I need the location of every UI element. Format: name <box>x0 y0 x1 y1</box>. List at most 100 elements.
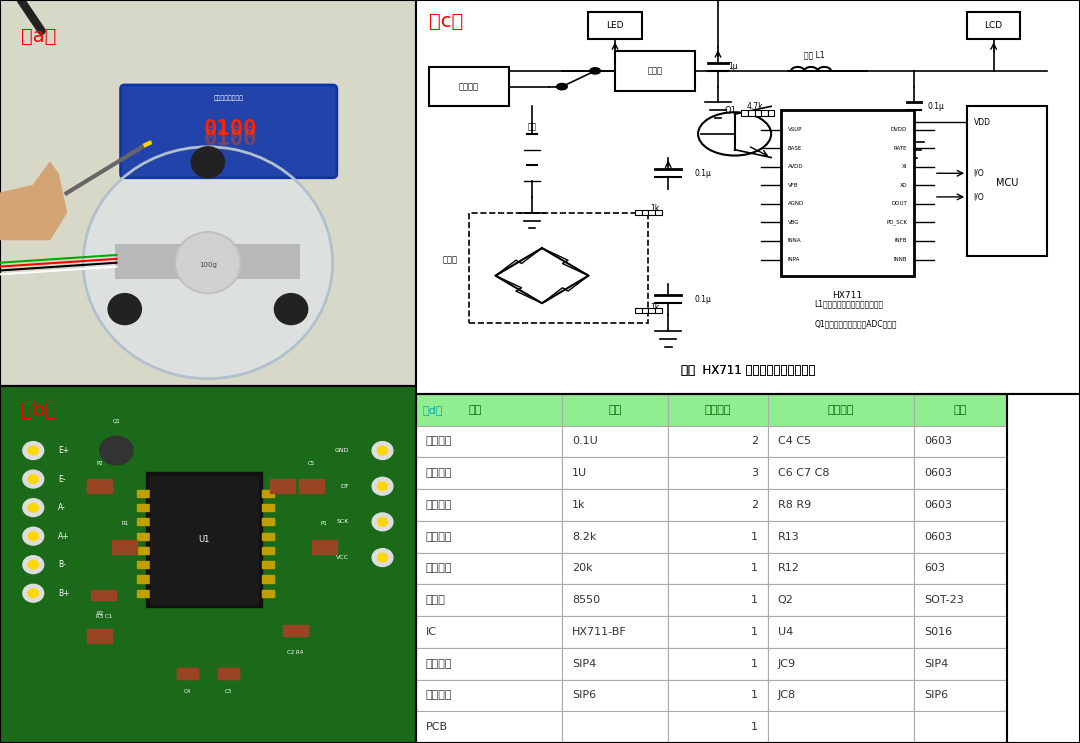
Circle shape <box>23 528 43 545</box>
Text: C4 C5: C4 C5 <box>778 436 811 447</box>
Circle shape <box>191 147 225 178</box>
Text: 贴片电容: 贴片电容 <box>426 436 453 447</box>
Text: 0.1μ: 0.1μ <box>928 102 944 111</box>
Text: 20k: 20k <box>572 563 593 574</box>
Text: 0603: 0603 <box>923 500 951 510</box>
Bar <box>669 616 768 648</box>
Bar <box>562 521 669 553</box>
Bar <box>669 457 768 489</box>
Text: 三极管: 三极管 <box>426 595 446 605</box>
Bar <box>669 648 768 680</box>
Polygon shape <box>0 162 67 239</box>
Text: 封装: 封装 <box>954 405 967 415</box>
Text: 1: 1 <box>751 532 758 542</box>
Text: DOUT: DOUT <box>892 201 907 207</box>
Bar <box>669 711 768 743</box>
Text: （a）: （a） <box>21 27 56 46</box>
Circle shape <box>28 447 38 455</box>
Bar <box>635 308 642 313</box>
Bar <box>669 553 768 584</box>
Text: 1U: 1U <box>572 468 588 478</box>
Circle shape <box>23 470 43 488</box>
Text: SIP6: SIP6 <box>572 690 596 701</box>
Text: A-: A- <box>58 503 66 512</box>
Circle shape <box>590 68 600 74</box>
Bar <box>177 668 198 679</box>
Text: RATE: RATE <box>894 146 907 151</box>
Text: R13: R13 <box>778 532 799 542</box>
Bar <box>914 584 1007 616</box>
Text: 元件编号: 元件编号 <box>827 405 854 415</box>
Text: U4: U4 <box>778 627 793 637</box>
Text: 1: 1 <box>751 690 758 701</box>
Bar <box>768 680 914 711</box>
Bar <box>416 521 562 553</box>
Bar <box>416 426 562 457</box>
Text: B+: B+ <box>58 588 70 597</box>
Text: XO: XO <box>900 183 907 188</box>
Text: IC: IC <box>426 627 436 637</box>
Text: P2: P2 <box>96 461 104 466</box>
Text: 100g: 100g <box>199 262 217 267</box>
Bar <box>562 584 669 616</box>
Bar <box>616 51 694 91</box>
Bar <box>262 575 274 583</box>
Bar <box>283 626 308 636</box>
Bar <box>914 553 1007 584</box>
Text: S016: S016 <box>923 627 953 637</box>
Bar <box>768 553 914 584</box>
Text: 图四  HX711 计价秤应用参考电路图: 图四 HX711 计价秤应用参考电路图 <box>680 363 815 377</box>
Bar <box>262 504 274 511</box>
Bar <box>914 521 1007 553</box>
Text: INNA: INNA <box>787 239 801 244</box>
Bar <box>416 394 562 426</box>
Bar <box>218 668 239 679</box>
Text: 图四  HX711 计价秤应用参考电路图: 图四 HX711 计价秤应用参考电路图 <box>680 363 815 377</box>
Text: （d）: （d） <box>422 405 443 415</box>
Bar <box>914 426 1007 457</box>
Bar <box>562 711 669 743</box>
Circle shape <box>373 548 393 566</box>
Text: VCC: VCC <box>336 555 349 560</box>
Bar <box>262 490 274 497</box>
Text: 3: 3 <box>751 468 758 478</box>
Text: 单台数量: 单台数量 <box>705 405 731 415</box>
Bar <box>768 648 914 680</box>
Bar <box>914 394 1007 426</box>
Text: 0100: 0100 <box>204 120 257 140</box>
Text: 单排插针: 单排插针 <box>426 658 453 669</box>
Bar <box>768 110 774 116</box>
Bar <box>262 561 274 568</box>
Bar <box>469 212 648 323</box>
Circle shape <box>28 589 38 597</box>
Circle shape <box>23 584 43 602</box>
Bar <box>761 110 768 116</box>
Bar <box>768 584 914 616</box>
Bar <box>768 394 914 426</box>
Bar <box>137 590 150 597</box>
Text: 磁珠 L1: 磁珠 L1 <box>804 50 825 59</box>
Text: DVDD: DVDD <box>891 128 907 132</box>
Circle shape <box>177 234 239 292</box>
Bar <box>262 519 274 525</box>
Text: U1: U1 <box>198 535 210 544</box>
Text: AVDD: AVDD <box>787 164 804 169</box>
Text: 1: 1 <box>751 722 758 732</box>
Circle shape <box>99 436 133 465</box>
Text: R8 R9: R8 R9 <box>778 500 811 510</box>
Bar <box>562 648 669 680</box>
Circle shape <box>28 503 38 512</box>
Bar <box>967 106 1047 256</box>
Bar <box>137 533 150 539</box>
Text: VSUP: VSUP <box>787 128 802 132</box>
Text: P1: P1 <box>321 522 327 527</box>
Bar <box>416 584 562 616</box>
Text: HX711: HX711 <box>833 291 863 300</box>
Text: VDD: VDD <box>974 117 990 126</box>
Circle shape <box>373 477 393 495</box>
Bar <box>768 521 914 553</box>
Text: BASE: BASE <box>787 146 802 151</box>
Text: PCB: PCB <box>426 722 448 732</box>
Text: 8550: 8550 <box>572 595 600 605</box>
Bar <box>299 479 324 493</box>
